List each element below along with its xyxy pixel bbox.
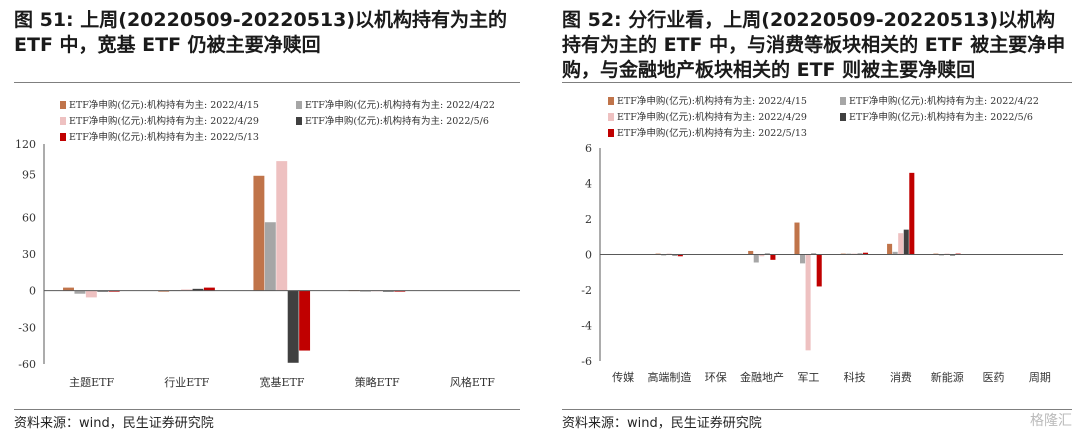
source-note: 资料来源：wind，民生证券研究院 bbox=[14, 416, 214, 431]
y-tick-label: -2 bbox=[581, 284, 592, 297]
y-tick-label: 4 bbox=[585, 178, 592, 191]
legend-swatch bbox=[608, 113, 614, 121]
y-tick-label: 60 bbox=[22, 211, 36, 224]
legend-swatch bbox=[60, 133, 66, 141]
y-tick-label: 30 bbox=[22, 248, 36, 261]
left-figure-panel: 图 51: 上周(20220509-20220513)以机构持有为主的 ETF … bbox=[0, 0, 528, 436]
bar bbox=[805, 254, 811, 351]
bar bbox=[63, 287, 74, 291]
x-category-label: 军工 bbox=[797, 371, 819, 384]
bar bbox=[299, 290, 311, 351]
bar bbox=[770, 254, 776, 260]
figure-title: 图 52: 分行业看，上周(20220509-20220513)以机构持有为主的… bbox=[562, 9, 1066, 81]
x-category-label: 风格ETF bbox=[450, 375, 495, 389]
y-tick-label: -60 bbox=[18, 358, 36, 371]
legend-swatch bbox=[60, 117, 66, 125]
bar bbox=[753, 254, 759, 263]
bar bbox=[192, 288, 204, 291]
bar bbox=[794, 222, 800, 255]
bar bbox=[759, 254, 765, 257]
bar bbox=[816, 254, 822, 287]
legend-swatch bbox=[840, 97, 846, 105]
y-tick-label: -6 bbox=[581, 355, 592, 368]
y-tick-label: -30 bbox=[18, 321, 36, 334]
x-category-label: 传媒 bbox=[612, 371, 634, 384]
legend-label: ETF净申购(亿元):机构持有为主: 2022/5/6 bbox=[305, 115, 489, 127]
x-category-label: 消费 bbox=[890, 370, 912, 384]
figure-title: 图 51: 上周(20220509-20220513)以机构持有为主的 ETF … bbox=[14, 9, 508, 56]
x-category-label: 高端制造 bbox=[647, 370, 691, 384]
legend-label: ETF净申购(亿元):机构持有为主: 2022/5/13 bbox=[69, 131, 259, 143]
x-category-label: 金融地产 bbox=[740, 370, 784, 384]
legend-swatch bbox=[60, 101, 66, 109]
legend-swatch bbox=[608, 97, 614, 105]
bar bbox=[253, 175, 265, 291]
source-divider bbox=[562, 409, 1072, 410]
bar bbox=[677, 254, 683, 257]
bar bbox=[203, 287, 215, 291]
bar bbox=[276, 161, 288, 291]
bar bbox=[892, 251, 898, 255]
bar bbox=[800, 254, 806, 264]
source-note: 资料来源：wind，民生证券研究院 bbox=[562, 416, 762, 431]
title-divider bbox=[562, 82, 1072, 83]
legend-label: ETF净申购(亿元):机构持有为主: 2022/5/13 bbox=[617, 127, 807, 139]
watermark-logo: 格隆汇 bbox=[1030, 413, 1072, 429]
y-tick-label: 120 bbox=[15, 138, 36, 151]
bar bbox=[74, 290, 86, 294]
bar bbox=[909, 172, 915, 255]
y-tick-label: 6 bbox=[585, 142, 592, 155]
bar bbox=[903, 229, 909, 255]
legend-label: ETF净申购(亿元):机构持有为主: 2022/4/15 bbox=[69, 99, 259, 111]
right-figure-panel: 图 52: 分行业看，上周(20220509-20220513)以机构持有为主的… bbox=[548, 0, 1080, 436]
legend-label: ETF净申购(亿元):机构持有为主: 2022/4/29 bbox=[69, 115, 259, 127]
x-category-label: 科技 bbox=[844, 370, 866, 384]
y-tick-label: 0 bbox=[585, 249, 592, 262]
x-category-label: 策略ETF bbox=[355, 375, 400, 389]
x-category-label: 环保 bbox=[705, 370, 727, 384]
legend-label: ETF净申购(亿元):机构持有为主: 2022/4/22 bbox=[849, 95, 1039, 107]
bar bbox=[287, 290, 299, 363]
legend-label: ETF净申购(亿元):机构持有为主: 2022/5/6 bbox=[849, 111, 1033, 123]
y-tick-label: 0 bbox=[29, 285, 36, 298]
x-category-label: 主题ETF bbox=[69, 376, 114, 389]
bar bbox=[898, 233, 904, 255]
bar bbox=[887, 243, 893, 255]
y-tick-label: 2 bbox=[585, 213, 592, 226]
legend-swatch bbox=[296, 117, 302, 125]
bar-chart: ETF净申购(亿元):机构持有为主: 2022/4/15 ETF净申购(亿元):机… bbox=[15, 99, 520, 389]
legend-swatch bbox=[840, 113, 846, 121]
legend-label: ETF净申购(亿元):机构持有为主: 2022/4/29 bbox=[617, 111, 807, 123]
y-tick-label: -4 bbox=[581, 320, 592, 333]
title-divider bbox=[14, 82, 520, 83]
bar bbox=[181, 289, 193, 291]
bar bbox=[748, 250, 754, 255]
bar bbox=[264, 222, 276, 291]
bar bbox=[862, 252, 869, 255]
legend-swatch bbox=[608, 129, 614, 137]
x-category-label: 宽基ETF bbox=[260, 375, 305, 389]
x-category-label: 周期 bbox=[1029, 371, 1051, 384]
x-category-label: 医药 bbox=[983, 371, 1005, 384]
x-category-label: 行业ETF bbox=[164, 376, 209, 389]
y-tick-label: 95 bbox=[22, 169, 36, 182]
bar-chart: ETF净申购(亿元):机构持有为主: 2022/4/15 ETF净申购(亿元):机… bbox=[581, 95, 1063, 384]
source-divider bbox=[14, 409, 520, 410]
legend-label: ETF净申购(亿元):机构持有为主: 2022/4/22 bbox=[305, 99, 495, 111]
legend-swatch bbox=[296, 101, 302, 109]
bar bbox=[85, 290, 97, 298]
legend-label: ETF净申购(亿元):机构持有为主: 2022/4/15 bbox=[617, 95, 807, 107]
x-category-label: 新能源 bbox=[931, 370, 964, 384]
